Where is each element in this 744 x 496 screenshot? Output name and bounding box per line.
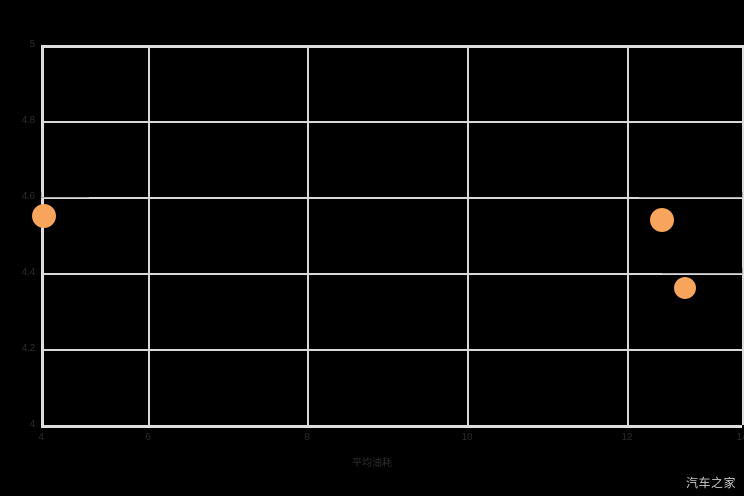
y-axis-tick-label: 4.8 [21,115,36,126]
point-leader-tick [41,192,42,198]
y-axis-tick-label: 4 [29,419,36,430]
grid-line-vertical [742,45,744,425]
grid-line-horizontal [41,273,742,275]
point-leader-line [638,197,742,198]
x-axis-tick-label: 10 [461,432,473,443]
data-point-bubble[interactable] [649,207,674,232]
grid-line-vertical [41,45,44,425]
grid-line-vertical [148,45,150,425]
point-leader-line [661,273,742,274]
x-axis-tick-label: 4 [38,432,44,443]
y-axis-tick-label: 4.4 [21,267,36,278]
data-point-bubble[interactable] [673,277,696,300]
x-axis-tick-label: 6 [145,432,151,443]
grid-line-vertical [307,45,309,425]
watermark-autohome: 汽车之家 [685,476,736,490]
x-axis-tick-label: 12 [621,432,633,443]
point-leader-tick [742,268,743,274]
x-axis-title: 平均油耗 [352,458,392,469]
y-axis-tick-label: 4.2 [21,343,36,354]
x-axis-tick-label: 8 [304,432,310,443]
grid-line-vertical [627,45,629,425]
plot-area [31,45,744,428]
x-axis-tick-label: 14 [736,432,744,443]
grid-line-horizontal [41,425,742,428]
grid-line-horizontal [41,121,742,123]
grid-line-horizontal [41,45,742,48]
grid-line-horizontal [41,197,742,199]
point-leader-line [41,197,90,198]
grid-line-horizontal [41,349,742,351]
point-leader-tick [742,192,743,198]
grid-line-vertical [467,45,469,425]
y-axis-tick-label: 5 [29,39,36,50]
data-point-bubble[interactable] [31,204,56,228]
y-axis-tick-label: 4.6 [21,191,36,202]
